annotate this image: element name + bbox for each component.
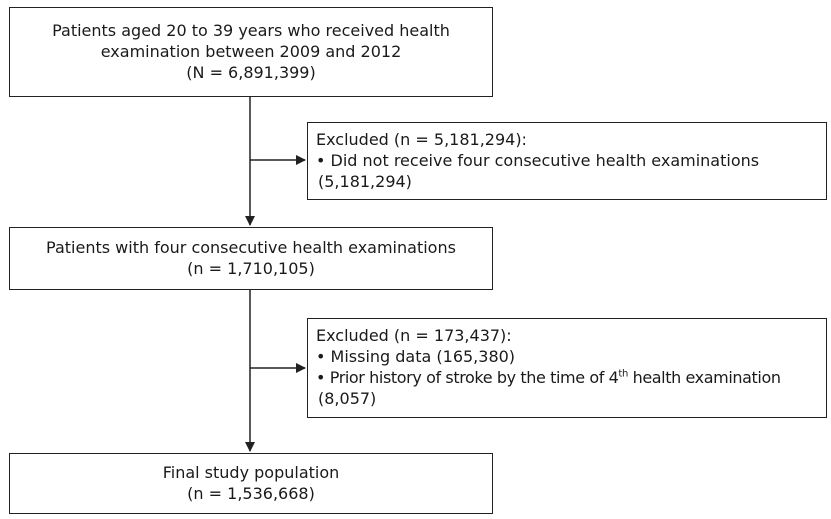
- excluded2-item2: • Prior history of stroke by the time of…: [316, 367, 818, 388]
- box2-line2: (n = 1,710,105): [187, 259, 315, 278]
- box-excluded-1: Excluded (n = 5,181,294): • Did not rece…: [307, 122, 827, 200]
- excluded2-item2-post: health examination: [627, 368, 781, 387]
- box1-line3: (N = 6,891,399): [186, 63, 316, 82]
- box-excluded-2: Excluded (n = 173,437): • Missing data (…: [307, 318, 827, 418]
- excluded2-item1: • Missing data (165,380): [316, 347, 516, 366]
- excluded2-item2-sup: th: [618, 368, 628, 380]
- box1-line1: Patients aged 20 to 39 years who receive…: [52, 21, 450, 40]
- excluded1-title: Excluded (n = 5,181,294):: [316, 130, 527, 149]
- box1-line2: examination between 2009 and 2012: [100, 42, 402, 61]
- excluded1-item1-count: (5,181,294): [318, 172, 412, 191]
- excluded1-item1: • Did not receive four consecutive healt…: [316, 151, 760, 170]
- box3-line2: (n = 1,536,668): [187, 484, 315, 503]
- box-initial-population: Patients aged 20 to 39 years who receive…: [9, 7, 493, 97]
- box2-line1: Patients with four consecutive health ex…: [46, 238, 456, 257]
- excluded2-title: Excluded (n = 173,437):: [316, 326, 512, 345]
- excluded2-item2-pre: • Prior history of stroke by the time of…: [316, 368, 619, 387]
- excluded2-item2-count: (8,057): [318, 389, 377, 408]
- box-final-population: Final study population (n = 1,536,668): [9, 453, 493, 514]
- box-four-consecutive: Patients with four consecutive health ex…: [9, 227, 493, 290]
- box3-line1: Final study population: [162, 463, 340, 482]
